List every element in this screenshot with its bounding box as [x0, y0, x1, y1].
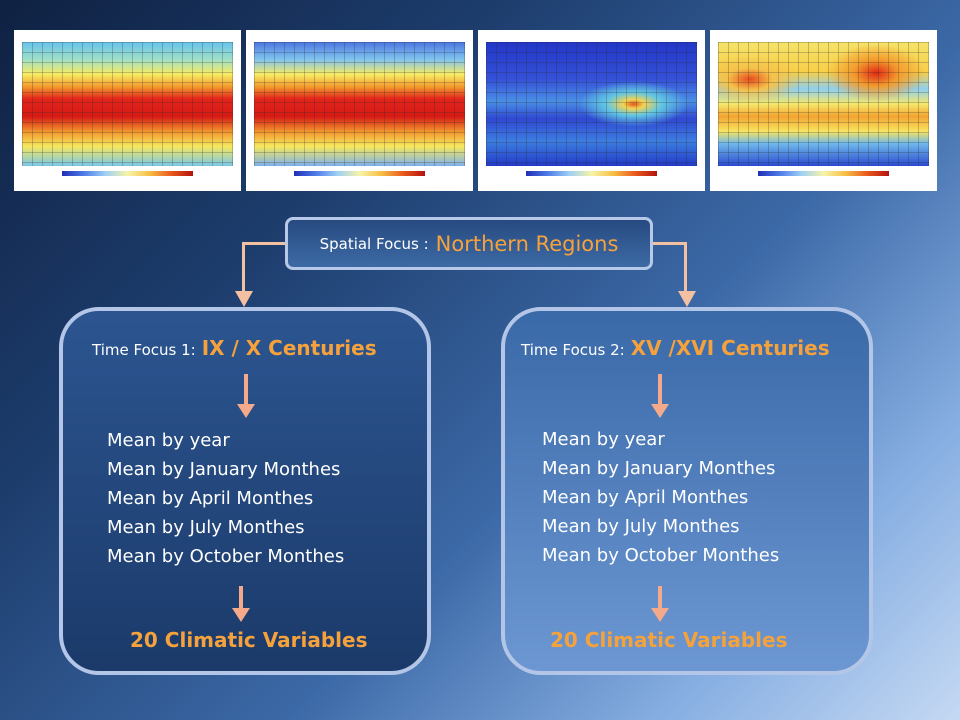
spatial-focus-value: Northern Regions: [435, 231, 619, 256]
mean-item: Mean by October Monthes: [107, 546, 345, 567]
colorbar: [294, 171, 425, 176]
time-focus-1-result: 20 Climatic Variables: [130, 628, 368, 652]
mean-item: Mean by October Monthes: [542, 545, 780, 566]
mean-item: Mean by January Monthes: [542, 458, 776, 479]
time-focus-1-result-arrow: [232, 586, 250, 622]
mean-item: Mean by April Monthes: [542, 487, 749, 508]
time-focus-1-arrow: [237, 374, 255, 418]
time-focus-2-value: XV /XVI Centuries: [630, 336, 830, 360]
time-focus-2-heading: Time Focus 2: XV /XVI Centuries: [521, 336, 830, 360]
surface-solar-radiation-map: [14, 30, 241, 191]
map-plot: [22, 42, 233, 166]
map-plot: [718, 42, 929, 166]
time-focus-1-value: IX / X Centuries: [201, 336, 377, 360]
map-plot: [254, 42, 465, 166]
spatial-focus-box: Spatial Focus : Northern Regions: [285, 217, 653, 270]
time-focus-2-label: Time Focus 2:: [521, 341, 625, 359]
left-connector: [242, 242, 288, 295]
time-focus-1-means: Mean by year Mean by January Monthes Mea…: [107, 426, 344, 571]
colorbar: [758, 171, 889, 176]
mean-sea-level-pressure-map: [710, 30, 937, 191]
time-focus-2-result: 20 Climatic Variables: [550, 628, 788, 652]
mean-item: Mean by January Monthes: [107, 459, 341, 480]
precipitation-map: [478, 30, 705, 191]
time-focus-1-heading: Time Focus 1: IX / X Centuries: [92, 336, 377, 360]
two-meter-temperature-map: [246, 30, 473, 191]
mean-item: Mean by July Monthes: [107, 517, 305, 538]
mean-item: Mean by July Monthes: [542, 516, 740, 537]
spatial-focus-label: Spatial Focus :: [319, 234, 429, 253]
right-connector-arrowhead: [678, 291, 696, 307]
time-focus-1-label: Time Focus 1:: [92, 341, 196, 359]
time-focus-2-result-arrow: [651, 586, 669, 622]
time-focus-2-means: Mean by year Mean by January Monthes Mea…: [542, 425, 779, 570]
time-focus-2-panel: [501, 307, 873, 675]
mean-item: Mean by year: [542, 429, 665, 450]
colorbar: [526, 171, 657, 176]
map-plot: [486, 42, 697, 166]
mean-item: Mean by year: [107, 430, 230, 451]
right-connector: [653, 242, 687, 295]
time-focus-2-arrow: [651, 374, 669, 418]
mean-item: Mean by April Monthes: [107, 488, 314, 509]
left-connector-arrowhead: [235, 291, 253, 307]
colorbar: [62, 171, 193, 176]
